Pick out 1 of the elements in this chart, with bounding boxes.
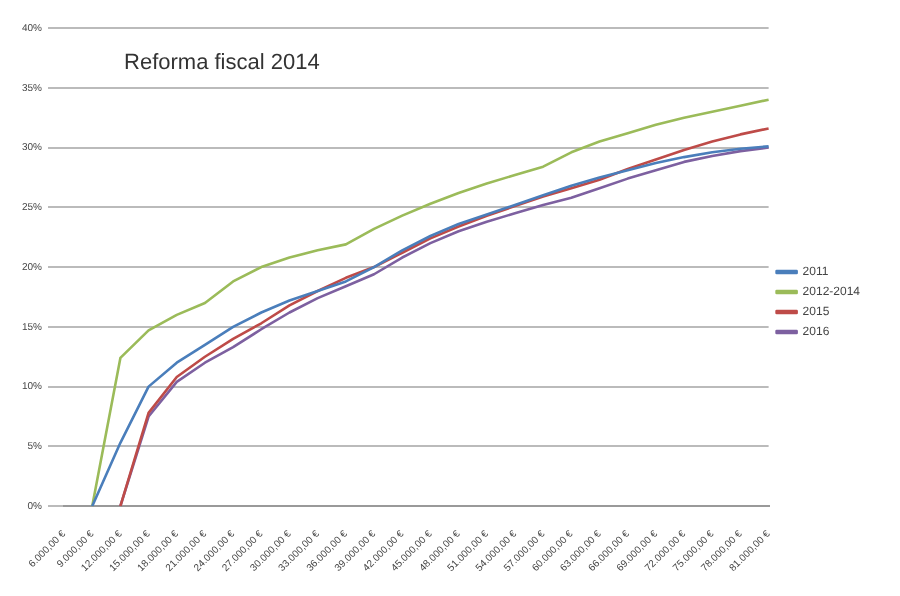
text: Reforma fiscal 2014 bbox=[124, 51, 320, 76]
